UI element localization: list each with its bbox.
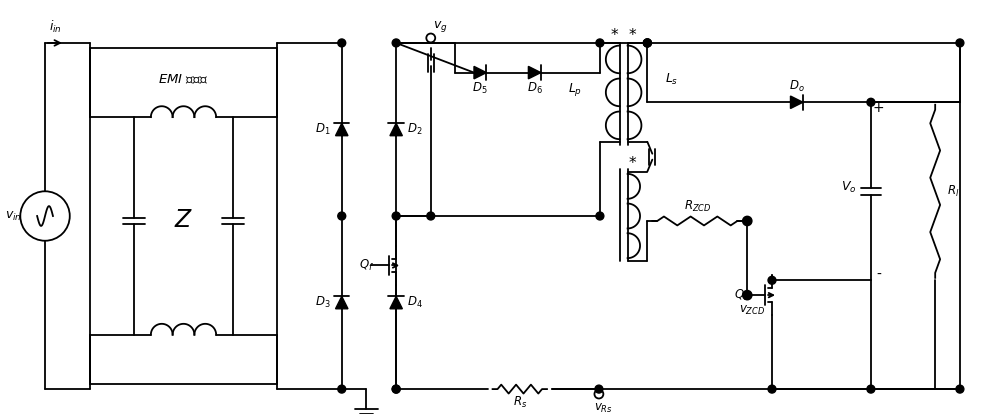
Circle shape xyxy=(338,212,346,220)
Text: $V_o$: $V_o$ xyxy=(841,180,857,196)
Text: $R_l$: $R_l$ xyxy=(947,184,959,199)
Circle shape xyxy=(643,39,651,47)
Text: $v_{Rs}$: $v_{Rs}$ xyxy=(594,402,613,415)
Text: $L_p$: $L_p$ xyxy=(568,81,582,98)
Polygon shape xyxy=(474,66,486,79)
Circle shape xyxy=(595,385,603,393)
Circle shape xyxy=(392,385,400,393)
Circle shape xyxy=(427,212,435,220)
Polygon shape xyxy=(390,123,402,136)
Text: $D_5$: $D_5$ xyxy=(472,81,488,96)
Circle shape xyxy=(768,385,776,393)
Circle shape xyxy=(643,39,651,47)
Text: $L_s$: $L_s$ xyxy=(665,71,679,87)
Text: $R_{ZCD}$: $R_{ZCD}$ xyxy=(684,198,711,214)
Text: $Q_f$: $Q_f$ xyxy=(359,258,374,273)
Text: $Q_b$: $Q_b$ xyxy=(734,288,750,303)
Circle shape xyxy=(392,385,400,393)
Circle shape xyxy=(768,276,776,284)
Text: *: * xyxy=(611,28,619,43)
Text: -: - xyxy=(876,267,881,281)
Text: $i_{in}$: $i_{in}$ xyxy=(49,19,61,35)
Text: $v_{ZCD}$: $v_{ZCD}$ xyxy=(739,304,765,317)
Text: $D_3$: $D_3$ xyxy=(315,295,331,310)
Text: $D_6$: $D_6$ xyxy=(527,81,543,96)
Text: $EMI$ 滤波器: $EMI$ 滤波器 xyxy=(158,73,209,86)
Polygon shape xyxy=(390,296,402,309)
Text: *: * xyxy=(629,156,636,171)
Circle shape xyxy=(867,385,875,393)
Text: $D_2$: $D_2$ xyxy=(407,122,423,137)
Circle shape xyxy=(867,98,875,106)
Text: $D_4$: $D_4$ xyxy=(407,295,423,310)
Circle shape xyxy=(743,291,751,299)
Text: *: * xyxy=(629,28,636,43)
Text: $D_o$: $D_o$ xyxy=(789,79,805,94)
Circle shape xyxy=(392,39,400,47)
Polygon shape xyxy=(336,296,348,309)
Text: $v_{in}$: $v_{in}$ xyxy=(5,209,22,223)
Circle shape xyxy=(743,217,751,225)
Polygon shape xyxy=(790,96,803,108)
Circle shape xyxy=(338,39,346,47)
Text: $D_1$: $D_1$ xyxy=(315,122,331,137)
Circle shape xyxy=(956,39,964,47)
Bar xyxy=(90,48,277,384)
Circle shape xyxy=(643,39,651,47)
Polygon shape xyxy=(528,66,541,79)
Text: $v_g$: $v_g$ xyxy=(433,19,448,34)
Circle shape xyxy=(596,212,604,220)
Text: $R_s$: $R_s$ xyxy=(513,395,527,410)
Text: $Z$: $Z$ xyxy=(174,209,193,232)
Text: +: + xyxy=(873,101,885,115)
Polygon shape xyxy=(336,123,348,136)
Circle shape xyxy=(596,39,604,47)
Circle shape xyxy=(956,385,964,393)
Circle shape xyxy=(392,212,400,220)
Circle shape xyxy=(338,385,346,393)
